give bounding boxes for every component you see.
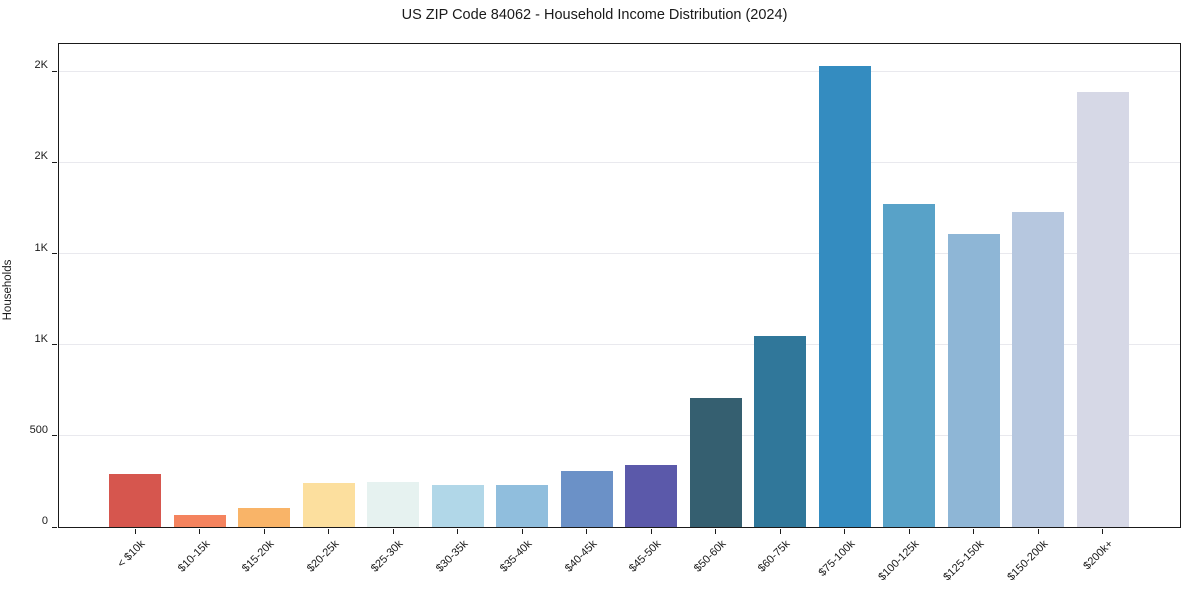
bar-$200k+	[1076, 92, 1129, 527]
x-tick-mark	[973, 528, 975, 534]
x-tick-label: $125-150k	[941, 538, 987, 584]
bar-$20-25k	[302, 483, 355, 527]
x-tick-mark	[844, 528, 846, 534]
x-tick-label: $150-200k	[1005, 538, 1051, 584]
y-tick-mark	[52, 253, 57, 255]
x-tick-mark	[586, 528, 588, 534]
y-tick-label: 500	[29, 423, 48, 436]
x-tick-mark	[908, 528, 910, 534]
y-axis-label: Households	[2, 259, 14, 321]
x-tick-mark	[650, 528, 652, 534]
x-tick-mark	[1037, 528, 1039, 534]
bar-$75-100k	[818, 65, 871, 527]
x-tick-label: $15-20k	[239, 538, 277, 575]
bar-$100-125k	[883, 204, 936, 527]
y-tick-mark	[52, 70, 57, 72]
x-tick-mark	[1102, 528, 1104, 534]
y-tick-label: 1K	[34, 332, 48, 345]
x-tick-mark	[328, 528, 330, 534]
bar-$25-30k	[367, 482, 420, 527]
x-tick-label: $20-25k	[304, 538, 342, 575]
y-tick-mark	[52, 161, 57, 163]
x-tick-label: $60-75k	[756, 538, 793, 575]
bar-$45-50k	[625, 465, 678, 527]
gridline	[59, 253, 1180, 255]
y-tick-mark	[52, 526, 57, 528]
gridline	[59, 70, 1180, 72]
x-tick-label: $25-30k	[368, 538, 406, 575]
y-tick-label: 2K	[34, 150, 48, 163]
bar-$50-60k	[689, 398, 742, 527]
x-tick-label: $200k+	[1081, 538, 1116, 573]
bar-$150-200k	[1012, 211, 1065, 527]
x-tick-mark	[263, 528, 265, 534]
y-tick-label: 1K	[34, 241, 48, 254]
x-tick-mark	[199, 528, 201, 534]
x-tick-label: $75-100k	[816, 538, 858, 579]
x-tick-label: $100-125k	[876, 538, 922, 584]
x-tick-mark	[521, 528, 523, 534]
x-tick-label: $30-35k	[433, 538, 471, 575]
y-tick-mark	[52, 435, 57, 437]
x-tick-label: $40-45k	[562, 538, 600, 575]
y-tick-label: 2K	[34, 59, 48, 72]
bar-$30-35k	[431, 484, 484, 527]
x-tick-mark	[779, 528, 781, 534]
bar-$35-40k	[496, 485, 549, 527]
bar-< $10k	[109, 474, 161, 527]
x-tick-label: $10-15k	[175, 538, 213, 575]
x-tick-mark	[134, 528, 136, 534]
bar-$10-15k	[173, 514, 226, 527]
gridline	[59, 344, 1180, 346]
x-tick-label: $45-50k	[627, 538, 664, 575]
gridline	[59, 435, 1180, 437]
x-tick-label: $35-40k	[498, 538, 535, 575]
y-tick-label: 0	[41, 515, 48, 527]
plot-area: 0 500 1K 1K 2K 2K < $10k $10-15k $15-20k $20-25k…	[30, 43, 1181, 583]
x-tick-label: < $10k	[115, 538, 148, 571]
y-tick-mark	[52, 344, 57, 346]
bar-$15-20k	[238, 507, 291, 527]
bar-$125-150k	[947, 233, 1000, 527]
x-tick-mark	[392, 528, 394, 534]
bar-$40-45k	[560, 471, 613, 527]
gridline	[59, 161, 1180, 163]
chart-title: US ZIP Code 84062 - Household Income Dis…	[401, 7, 788, 23]
x-tick-mark	[457, 528, 459, 534]
x-tick-label: $50-60k	[691, 538, 729, 575]
bar-$60-75k	[754, 335, 807, 527]
x-tick-mark	[715, 528, 717, 534]
